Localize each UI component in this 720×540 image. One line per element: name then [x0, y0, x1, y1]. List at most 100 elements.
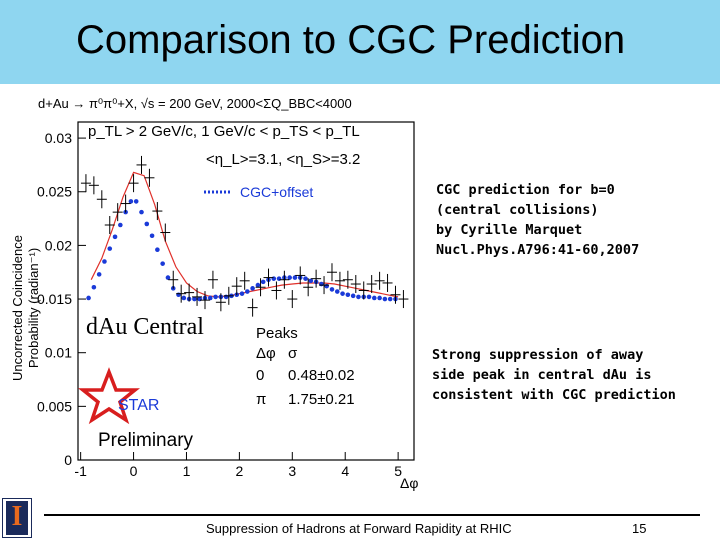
x-tick-label: 4 — [341, 463, 349, 479]
data-point — [326, 263, 337, 282]
cgc-point — [223, 294, 229, 300]
y-tick-labels: 0 0.005 0.01 0.015 0.02 0.025 0.03 — [37, 130, 72, 468]
cgc-point — [144, 221, 150, 227]
data-point — [263, 268, 274, 287]
y-tick-label: 0.03 — [45, 130, 72, 146]
peaks-row1-pos: 0 — [256, 367, 264, 384]
axis-ticks — [78, 137, 399, 461]
y-tick-label: 0.015 — [37, 291, 72, 307]
peaks-header-sigma: σ — [288, 345, 298, 362]
cgc-point — [207, 295, 213, 301]
data-point — [319, 276, 330, 295]
cgc-point — [96, 272, 102, 277]
data-point — [247, 298, 258, 317]
cgc-point — [324, 283, 329, 289]
data-point — [215, 293, 226, 312]
data-point — [168, 270, 179, 289]
preliminary-label: Preliminary — [98, 430, 194, 451]
cgc-point — [128, 199, 134, 204]
cgc-point — [319, 281, 324, 287]
peaks-row2-width: 1.75±0.21 — [288, 391, 355, 408]
fit-curve — [90, 171, 399, 298]
cgc-point — [287, 275, 292, 280]
cgc-reference-note: CGC prediction for b=0 (central collisio… — [436, 182, 640, 258]
cgc-point — [271, 276, 277, 281]
cgc-point — [192, 296, 197, 302]
cgc-point — [213, 294, 218, 300]
x-tick-labels: -1 0 1 2 3 4 5 — [74, 463, 402, 479]
cgc-point — [350, 293, 356, 299]
x-tick-label: 5 — [394, 463, 402, 479]
x-tick-label: -1 — [74, 463, 87, 479]
data-point — [120, 194, 131, 213]
cgc-point — [356, 294, 361, 300]
legend-label: CGC+offset — [240, 184, 313, 200]
cgc-point — [276, 276, 282, 281]
cgc-point — [372, 295, 377, 301]
data-point — [342, 270, 353, 289]
y-tick-label: 0.02 — [45, 237, 72, 253]
cgc-point — [239, 291, 245, 296]
university-logo: I — [2, 498, 32, 538]
cgc-point — [334, 289, 340, 294]
x-axis-title: Δφ — [400, 475, 418, 491]
data-point — [271, 281, 282, 300]
data-point — [279, 270, 290, 289]
footer-rule — [44, 514, 700, 516]
data-point — [366, 275, 377, 294]
cgc-point — [382, 296, 388, 302]
cgc-point — [197, 296, 203, 302]
x-tick-label: 1 — [183, 463, 191, 479]
peaks-title: Peaks — [256, 325, 298, 342]
data-point — [176, 284, 187, 303]
data-point — [104, 216, 115, 235]
data-point — [88, 176, 99, 195]
data-point — [350, 275, 361, 294]
data-point — [160, 223, 171, 242]
y-axis-title-line2: Probability (radian⁻¹) — [26, 248, 41, 368]
data-point — [136, 155, 147, 174]
data-point — [255, 278, 266, 297]
data-point — [239, 271, 250, 290]
data-point — [112, 203, 123, 222]
data-point — [152, 202, 163, 221]
footer-title: Suppression of Hadrons at Forward Rapidi… — [206, 521, 512, 536]
title-bar — [0, 0, 720, 84]
centrality-label: dAu Central — [86, 314, 204, 340]
cgc-point — [245, 289, 250, 294]
cgc-point — [250, 286, 255, 291]
data-point — [374, 271, 385, 290]
cgc-point — [303, 276, 308, 281]
x-tick-label: 3 — [288, 463, 296, 479]
logo-i-icon: I — [11, 501, 23, 532]
cgc-point — [133, 199, 139, 204]
data-point — [128, 174, 139, 193]
y-tick-label: 0 — [64, 452, 72, 468]
cgc-point — [160, 261, 165, 266]
cuts-line-1: p_TL > 2 GeV/c, 1 GeV/c < p_TS < p_TL — [88, 123, 360, 140]
cgc-point — [260, 279, 266, 285]
data-point — [144, 168, 155, 187]
y-tick-label: 0.005 — [37, 398, 72, 414]
peaks-row2-pos: π — [256, 391, 266, 408]
cgc-point — [165, 275, 171, 280]
y-tick-label: 0.025 — [37, 184, 72, 200]
data-point — [223, 286, 234, 305]
cgc-point — [102, 259, 107, 264]
cgc-point — [329, 287, 335, 292]
peaks-header-dphi: Δφ — [256, 345, 276, 362]
cuts-line-2: <η_L>=3.1, <η_S>=3.2 — [206, 151, 360, 168]
cgc-point — [176, 292, 181, 298]
logo-block — [6, 501, 28, 535]
cgc-point — [308, 278, 314, 284]
cgc-point — [107, 246, 113, 251]
peaks-row1-width: 0.48±0.02 — [288, 367, 355, 384]
data-point — [96, 190, 107, 209]
page-number: 15 — [632, 521, 647, 536]
data-point — [287, 290, 298, 309]
data-point — [231, 277, 242, 296]
cgc-point — [86, 295, 91, 301]
star-logo-icon — [78, 367, 140, 425]
y-axis-title: Uncorrected Coincidence Probability (rad… — [10, 235, 41, 381]
cgc-point — [255, 282, 261, 288]
